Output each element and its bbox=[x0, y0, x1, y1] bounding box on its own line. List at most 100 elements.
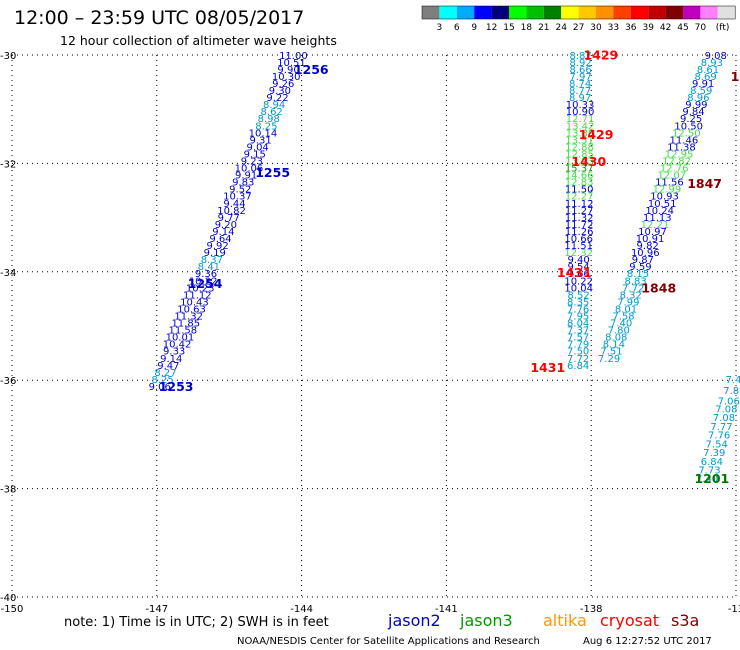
wave-height-point: 9.54 bbox=[568, 262, 590, 273]
colorbar-label: 45 bbox=[677, 23, 688, 33]
wave-height-point: 10.66 bbox=[564, 234, 593, 245]
colorbar-label: 36 bbox=[625, 23, 637, 33]
colorbar-swatch bbox=[543, 6, 562, 19]
wave-height-point: 8.66 bbox=[569, 65, 591, 76]
colorbar-label: 70 bbox=[695, 23, 707, 33]
wave-height-point: 6.84 bbox=[567, 361, 589, 372]
wave-height-point: 12.32 bbox=[564, 248, 593, 259]
wave-height-point: 9.14 bbox=[212, 227, 234, 238]
wave-height-point: 12.27 bbox=[565, 192, 594, 203]
colorbar-label: 39 bbox=[642, 23, 654, 33]
wave-height-point: 10.82 bbox=[217, 206, 246, 217]
wave-height-point: 9.84 bbox=[682, 107, 704, 118]
chart-title: 12:00 – 23:59 UTC 08/05/2017 bbox=[14, 7, 304, 29]
wave-height-point: 9.40 bbox=[568, 255, 590, 266]
pass-time-label: 1256 bbox=[294, 62, 329, 77]
colorbar-swatch bbox=[717, 6, 736, 19]
wave-height-point: 9.31 bbox=[249, 135, 271, 146]
wave-height-point: 9.19 bbox=[204, 248, 226, 259]
wave-height-point: 13.42 bbox=[566, 121, 595, 132]
wave-height-point: 8.27 bbox=[154, 368, 176, 379]
y-tick-label: -36 bbox=[0, 376, 16, 387]
wave-height-point: 8.04 bbox=[567, 319, 589, 330]
wave-height-point: 9.33 bbox=[163, 347, 185, 358]
wave-height-point: 10.04 bbox=[564, 283, 593, 294]
colorbar-swatch bbox=[700, 6, 718, 19]
wave-height-point: 10.42 bbox=[163, 340, 192, 351]
legend-s3a: s3a bbox=[671, 611, 699, 630]
wave-height-point: 12.88 bbox=[565, 142, 594, 153]
colorbar-swatch bbox=[422, 6, 440, 19]
axes: -150 -147 -144 -141 -138 -13 -30 -32 -34 -36 -38 -4… bbox=[0, 51, 740, 615]
data-points: 11.0010.519.9010.309.269.309.228.948.628… bbox=[149, 51, 740, 485]
wave-height-point: 7.08 bbox=[715, 405, 737, 416]
wave-height-point: 9.59 bbox=[629, 262, 651, 273]
colorbar-label: 6 bbox=[454, 23, 460, 33]
wave-height-point: 10.97 bbox=[638, 227, 667, 238]
wave-height-point: 7.76 bbox=[567, 304, 589, 315]
wave-height-point: 10.43 bbox=[180, 297, 209, 308]
wave-height-point: 8.62 bbox=[261, 107, 283, 118]
wave-height-point: 10.93 bbox=[650, 192, 679, 203]
wave-height-point: 7.95 bbox=[567, 311, 589, 322]
pass-time-label: 1431 bbox=[557, 265, 592, 280]
wave-height-point: 10.14 bbox=[249, 128, 278, 139]
wave-height-point: 8.08 bbox=[605, 333, 627, 344]
wave-height-point: 9.77 bbox=[218, 213, 240, 224]
wave-height-point: 7.57 bbox=[567, 333, 589, 344]
grid bbox=[11, 54, 737, 598]
colorbar-unit: (ft) bbox=[716, 23, 730, 33]
wave-height-point: 11.51 bbox=[564, 241, 593, 252]
wave-height-point: 12.50 bbox=[672, 128, 701, 139]
wave-height-point: 10.96 bbox=[631, 248, 660, 259]
colorbar-swatch bbox=[630, 6, 649, 19]
wave-height-point: 9.30 bbox=[269, 86, 291, 97]
wave-height-point: 12.95 bbox=[665, 149, 694, 160]
wave-height-point: 10.06 bbox=[235, 164, 264, 175]
wave-height-point: 11.12 bbox=[565, 199, 594, 210]
wave-height-point: 7.80 bbox=[608, 326, 630, 337]
colorbar-swatch bbox=[509, 6, 527, 19]
wave-height-point: 7.8 bbox=[723, 386, 739, 397]
pass-time-label: 1255 bbox=[255, 165, 290, 180]
wave-height-point: 11.12 bbox=[183, 290, 212, 301]
pass-time-label: 1431 bbox=[530, 360, 565, 375]
wave-height-point: 9.26 bbox=[272, 79, 294, 90]
wave-height-point: 10.91 bbox=[636, 234, 665, 245]
wave-height-point: 7.73 bbox=[698, 465, 720, 476]
x-tick-label: -138 bbox=[580, 604, 603, 615]
wave-height-point: 8.59 bbox=[690, 86, 712, 97]
wave-height-point: 9.52 bbox=[229, 185, 251, 196]
wave-height-point: 7.4 bbox=[726, 375, 740, 386]
wave-height-point: 7.79 bbox=[567, 340, 589, 351]
colorbar-swatch bbox=[648, 6, 666, 19]
wave-height-point: 10.51 bbox=[648, 199, 677, 210]
wave-height-point: 10.30 bbox=[272, 72, 301, 83]
wave-height-point: 11.46 bbox=[670, 135, 699, 146]
wave-height-point: 11.00 bbox=[279, 51, 308, 62]
wave-height-point: 8.92 bbox=[569, 58, 591, 69]
legend-altika: altika bbox=[543, 611, 587, 630]
colorbar-label: 30 bbox=[590, 23, 602, 33]
legend-jason3: jason3 bbox=[459, 611, 513, 630]
wave-height-point: 9.83 bbox=[232, 178, 254, 189]
wave-height-point: 8.98 bbox=[258, 114, 280, 125]
colorbar: 3 6 9 12 15 18 21 24 27 30 33 36 39 42 45 70 (ft) bbox=[421, 5, 736, 33]
wave-height-point: 13.51 bbox=[565, 135, 594, 146]
x-tick-label: -150 bbox=[1, 604, 24, 615]
wave-height-point: 9.91 bbox=[692, 79, 714, 90]
wave-height-point: 8.15 bbox=[627, 269, 649, 280]
colorbar-swatch bbox=[596, 6, 614, 19]
colorbar-swatch bbox=[683, 6, 701, 19]
generated-timestamp: Aug 6 12:27:52 UTC 2017 bbox=[583, 636, 712, 647]
wave-height-point: 9.82 bbox=[637, 241, 659, 252]
wave-height-point: 8.87 bbox=[569, 51, 591, 62]
wave-height-point: 9.14 bbox=[160, 354, 182, 365]
wave-height-point: 10.37 bbox=[223, 192, 252, 203]
wave-height-point: 11.27 bbox=[565, 206, 594, 217]
wave-height-point: 9.06 bbox=[149, 382, 171, 393]
wave-height-point: 8.69 bbox=[694, 72, 716, 83]
wave-height-point: 12.76 bbox=[660, 164, 689, 175]
pass-time-label: 1846 bbox=[731, 69, 740, 84]
